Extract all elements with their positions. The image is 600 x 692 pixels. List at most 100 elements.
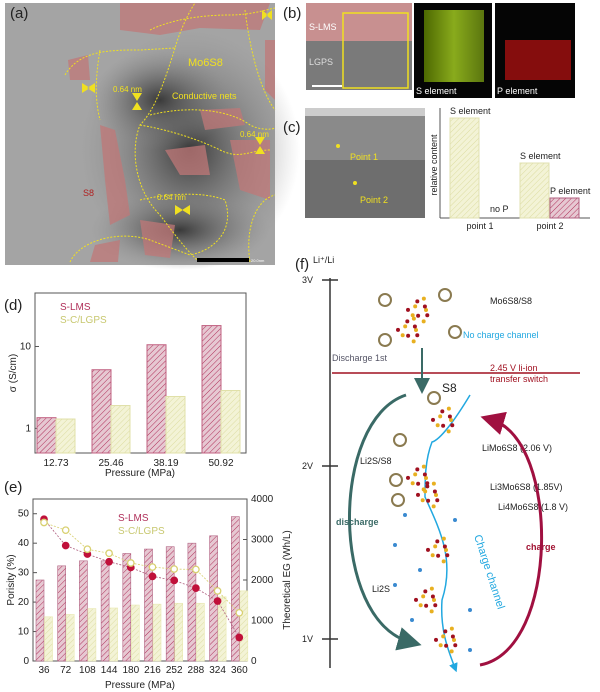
mo6s8-atom: [415, 299, 420, 304]
mo6s8-atom: [434, 637, 439, 642]
mo6s8-atom: [452, 638, 456, 642]
mo6s8-atom: [403, 324, 408, 329]
bar-s-lms: [187, 542, 197, 662]
s8-ring: [389, 473, 403, 487]
bar-s-c-lgps: [44, 616, 53, 662]
mo6s8-atom: [424, 603, 429, 608]
bar-s-lms: [122, 553, 132, 662]
mo6s8-atom: [422, 472, 427, 477]
mo6s8-atom: [415, 467, 420, 472]
bar-s-c-lgps: [87, 608, 97, 662]
mo6s8-atom: [400, 333, 405, 338]
scale-bar: [197, 258, 249, 262]
panel-b-label: (b): [283, 5, 301, 22]
panel-f-label: (f): [295, 256, 309, 273]
bar-s-element: [449, 117, 480, 219]
mo6s8-atom: [421, 594, 426, 599]
mo6s8-atom: [444, 548, 448, 552]
mo6s8-atom: [445, 553, 450, 558]
y2-tick-label: 3000: [251, 535, 274, 546]
panel-f-diagram: (f) Li⁺/Li 3V 2V 1V Mo6S8/S8 No charge c…: [295, 255, 580, 673]
y-tick-label: 40: [18, 538, 30, 549]
x-tick-label: 216: [144, 665, 161, 676]
bar-s-c-lgps: [220, 389, 241, 454]
x-tick-label: 25.46: [98, 458, 123, 469]
s8-regions: [68, 3, 275, 262]
mo6s8-atom: [416, 313, 421, 318]
x-tick-label: point 2: [536, 221, 563, 231]
mo6s8-atom: [438, 643, 443, 648]
mo6s8-atom: [435, 423, 440, 428]
panel-e-label: (e): [4, 479, 22, 496]
x-tick-label: 288: [188, 665, 205, 676]
mo6s8-atom: [440, 409, 445, 414]
y-axis-label: relative content: [429, 134, 439, 196]
li4mo6s8-label: Li4Mo6S8 (1.8 V): [498, 502, 568, 512]
y-tick-label: 10: [18, 627, 30, 638]
lattice-spacing-2: 0.64 nm: [240, 130, 269, 139]
bar-p-element: [549, 197, 580, 219]
mo6s8-atom: [396, 327, 401, 332]
bar-s-c-lgps: [239, 590, 249, 662]
bar-s-c-lgps: [131, 604, 140, 662]
li-ion: [453, 518, 457, 522]
point-s-c-lgps: [83, 545, 92, 554]
mo6s8-atom: [405, 319, 410, 324]
x-tick-label: 324: [209, 665, 226, 676]
p-element-signal: [505, 40, 571, 80]
panel-d-chart: 1 10 12.73 25.46 38.19 50.92 Pressure (MPa) σ (…: [8, 292, 247, 479]
y-tick-label: 20: [18, 597, 30, 608]
mo6s8-atom: [443, 629, 448, 634]
point-s-c-lgps: [126, 559, 135, 567]
mo6s8-atom: [441, 536, 446, 541]
panel-b-sem-image: [306, 3, 412, 90]
panel-c-label: (c): [283, 119, 301, 136]
mo6s8-atom: [449, 418, 453, 422]
y-tick-label: 50: [18, 509, 30, 520]
y2-tick-label: 0: [251, 656, 257, 667]
charge-channel-arrow: [424, 394, 471, 673]
s8-ring: [393, 433, 407, 447]
mo6s8-atom: [434, 493, 438, 497]
molecular-clusters: [378, 288, 472, 654]
mo6s8-atom: [413, 304, 418, 309]
mo6s8-atom: [421, 319, 426, 324]
bar-s-lms: [231, 516, 240, 662]
x-tick-label: 50.92: [208, 458, 233, 469]
point-s-lms: [105, 557, 113, 566]
no-charge-channel-label: No charge channel: [463, 330, 539, 340]
bar-s-lms: [35, 579, 45, 662]
mo6s8-atom: [453, 643, 458, 648]
mo6s8-atom: [441, 634, 446, 639]
mo6s8-atom: [450, 634, 455, 639]
panel-a-label: (a): [10, 5, 28, 22]
lattice-spacing-1: 0.64 nm: [113, 85, 142, 94]
bar-s-c-lgps: [196, 602, 205, 662]
li-ion: [393, 583, 397, 587]
s-lms-layer-label: S-LMS: [309, 22, 337, 32]
plot-frame: [34, 292, 247, 454]
bar-s-c-lgps: [110, 405, 131, 454]
y-tick-label: 0: [23, 656, 29, 667]
x-tick-label: 108: [79, 665, 96, 676]
mo6s8-atom: [414, 328, 418, 332]
bar-label: S element: [520, 151, 561, 161]
bar-s-c-lgps: [217, 596, 227, 662]
mo6s8-atom: [431, 417, 436, 422]
mo6s8-atom: [421, 464, 426, 469]
mo6s8-atom: [410, 481, 415, 486]
li-ion: [393, 543, 397, 547]
x-tick-label: 252: [166, 665, 183, 676]
x-tick-label: 360: [231, 665, 248, 676]
mo6s8-atom: [444, 643, 449, 648]
lattice-markers: [82, 10, 272, 215]
point-s-c-lgps: [61, 526, 70, 535]
panel-e-chart: 0 10 20 30 40 50 0 1000 2000 3000 4000 36 72 108 144 18…: [6, 494, 293, 691]
bar-s-lms: [165, 546, 175, 662]
mo6s8-atom: [423, 589, 428, 594]
charge-channel-label: Charge channel: [471, 533, 506, 611]
legend-s-c-lgps: S-C/LGPS: [118, 526, 165, 537]
li2s-s8-label: Li2S/S8: [360, 456, 392, 466]
x-tick-label: 12.73: [43, 458, 68, 469]
